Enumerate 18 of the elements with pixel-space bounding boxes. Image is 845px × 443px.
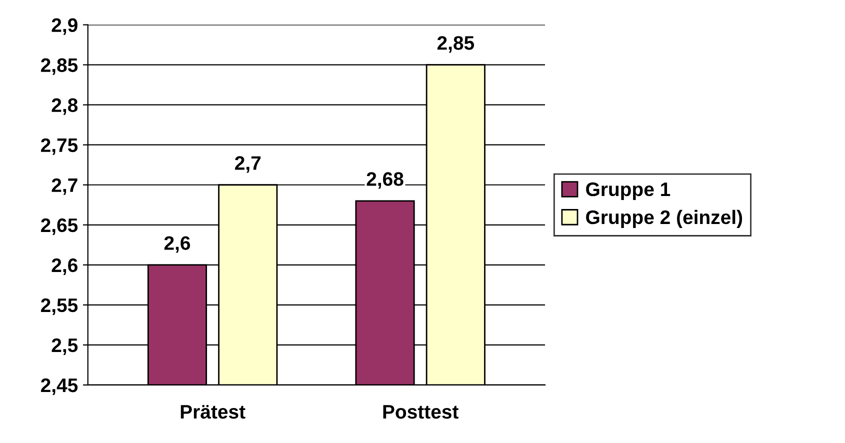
- x-tick-label: Posttest: [383, 405, 458, 419]
- y-tick-label: 2,5: [52, 338, 78, 356]
- y-tick-label: 2,8: [52, 98, 78, 115]
- y-tick-label: 2,6: [52, 258, 78, 275]
- data-label: 2,85: [437, 36, 474, 53]
- y-tick-label: 2,7: [52, 178, 78, 195]
- y-tick-label: 2,45: [40, 378, 78, 396]
- legend-label: Gruppe 2 (einzel): [586, 210, 742, 228]
- y-tick-label: 2,9: [52, 18, 78, 35]
- data-label: 2,7: [235, 156, 261, 173]
- data-label: 2,6: [164, 236, 190, 253]
- y-tick-label: 2,55: [40, 298, 78, 315]
- data-label: 2,68: [366, 172, 404, 189]
- legend-label: Gruppe 1: [586, 182, 670, 200]
- y-tick-label: 2,65: [40, 218, 78, 235]
- x-tick-label: Prätest: [180, 405, 246, 419]
- y-tick-label: 2,85: [40, 58, 78, 75]
- y-tick-label: 2,75: [40, 138, 78, 155]
